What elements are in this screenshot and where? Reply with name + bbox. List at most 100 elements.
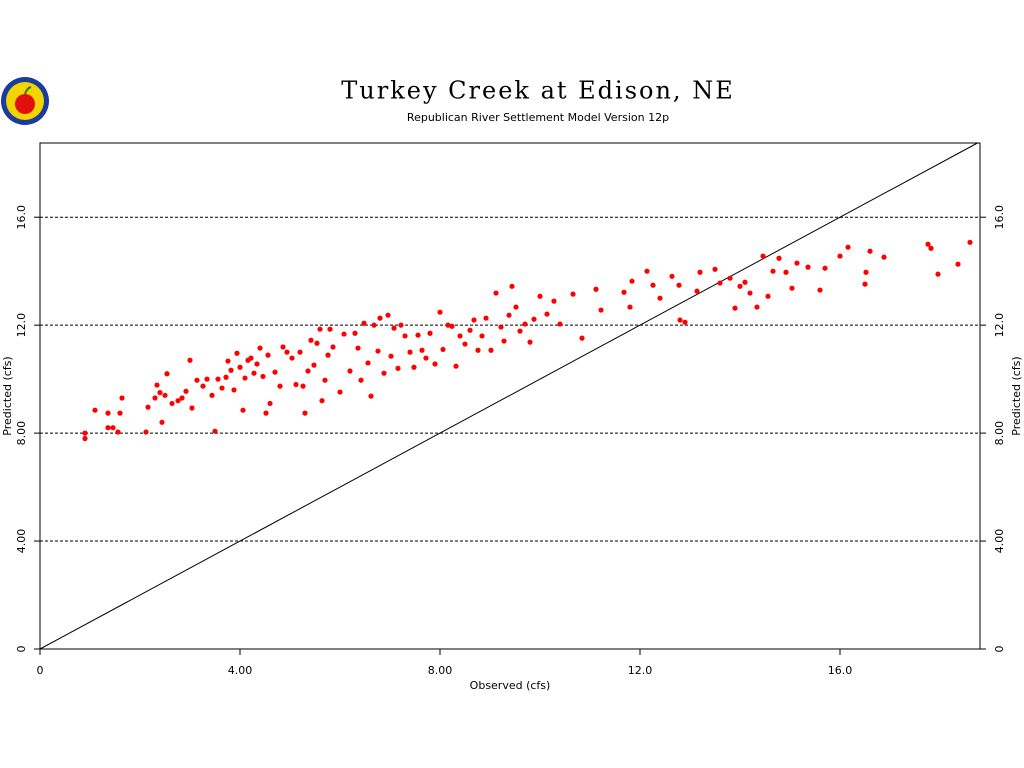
point <box>789 285 795 291</box>
point <box>302 410 308 416</box>
point <box>506 312 512 318</box>
point <box>105 410 111 416</box>
point <box>621 289 627 295</box>
point <box>263 410 269 416</box>
chart-subtitle: Republican River Settlement Model Versio… <box>407 111 669 124</box>
point <box>377 315 383 321</box>
point <box>317 326 323 332</box>
point <box>551 298 557 304</box>
point <box>341 331 347 337</box>
point <box>479 333 485 339</box>
point <box>322 377 328 383</box>
point <box>437 309 443 315</box>
point <box>445 322 451 328</box>
point <box>737 283 743 289</box>
point <box>319 398 325 404</box>
point <box>453 363 459 369</box>
y-tick-label: 4.00 <box>15 529 28 554</box>
point <box>117 410 123 416</box>
point <box>212 428 218 434</box>
point <box>325 352 331 358</box>
point <box>717 280 723 286</box>
point <box>537 293 543 299</box>
point <box>794 260 800 266</box>
point <box>225 358 231 364</box>
point <box>358 377 364 383</box>
point <box>330 344 336 350</box>
point <box>289 355 295 361</box>
point <box>119 395 125 401</box>
point <box>267 400 273 407</box>
x-tick-label: 4.00 <box>228 664 253 677</box>
point <box>257 345 263 351</box>
point <box>765 293 771 299</box>
point <box>391 325 397 331</box>
y-tick-label-right: 4.00 <box>993 529 1006 554</box>
point <box>783 269 789 275</box>
point <box>143 429 149 435</box>
point <box>598 307 604 313</box>
point <box>527 339 533 345</box>
point <box>570 291 576 297</box>
point <box>388 353 394 359</box>
point <box>644 268 650 274</box>
point <box>300 383 306 389</box>
point <box>265 352 271 358</box>
point <box>305 368 311 374</box>
point <box>423 355 429 361</box>
point <box>398 322 404 328</box>
point <box>237 364 243 370</box>
point <box>337 389 343 395</box>
point <box>712 266 718 272</box>
point <box>817 287 823 293</box>
point <box>355 345 361 351</box>
point <box>375 348 381 354</box>
x-tick-label: 0 <box>37 664 44 677</box>
y-tick-label-right: 8.00 <box>993 421 1006 446</box>
point <box>209 392 215 398</box>
point <box>82 430 88 436</box>
point <box>311 362 317 368</box>
point <box>82 435 88 442</box>
point <box>467 327 473 333</box>
point <box>483 315 489 321</box>
point <box>110 425 116 431</box>
point <box>867 248 873 254</box>
point <box>385 312 391 318</box>
y-tick-label-right: 0 <box>993 646 1006 653</box>
point <box>805 264 811 270</box>
point <box>457 333 463 339</box>
y-tick-label: 8.00 <box>15 421 28 446</box>
point <box>187 357 193 363</box>
point <box>293 381 299 388</box>
point <box>498 324 504 330</box>
point <box>471 317 477 323</box>
point <box>579 335 585 341</box>
point <box>402 333 408 339</box>
point <box>411 364 417 370</box>
point <box>669 273 675 279</box>
point <box>314 340 320 346</box>
point <box>231 387 237 393</box>
point <box>145 404 151 410</box>
point <box>544 311 550 317</box>
point <box>822 265 828 271</box>
point <box>154 382 160 388</box>
y-tick-label: 16.0 <box>15 205 28 230</box>
point <box>254 361 260 367</box>
point <box>277 383 283 389</box>
point <box>522 321 528 327</box>
point <box>92 407 98 413</box>
point <box>175 398 181 404</box>
one-to-one-line <box>39 142 978 650</box>
point <box>449 323 455 329</box>
point <box>627 304 633 310</box>
point <box>881 254 887 260</box>
point <box>629 278 635 284</box>
point <box>215 376 221 382</box>
point <box>440 346 446 353</box>
point <box>462 341 468 347</box>
point <box>169 400 175 407</box>
point <box>837 253 843 259</box>
